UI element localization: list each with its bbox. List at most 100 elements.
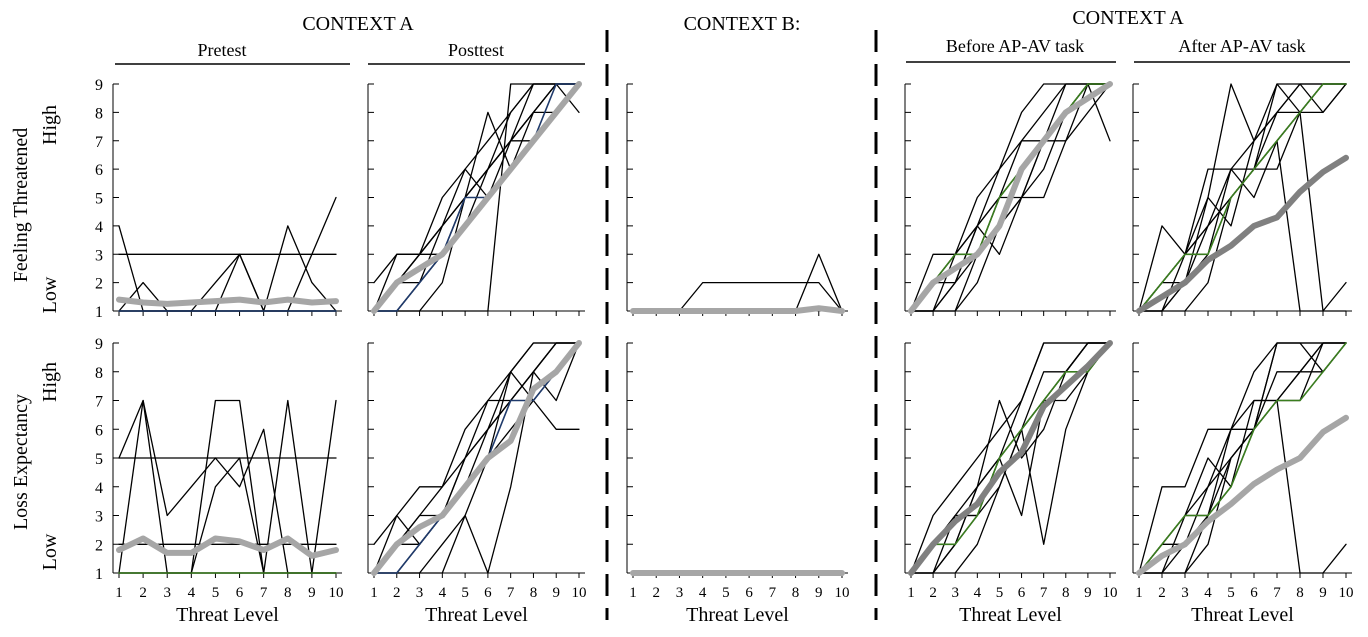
y-tick-label: 7 xyxy=(95,394,103,411)
x-tick-label: 8 xyxy=(284,585,292,601)
panel-3 xyxy=(626,83,848,316)
x-tick-label: 9 xyxy=(308,585,316,601)
x-tick-label: 2 xyxy=(139,585,147,601)
x-tick-label: 3 xyxy=(1181,585,1189,601)
individual-series-line xyxy=(373,342,580,574)
individual-series-line xyxy=(1138,83,1347,312)
bottom-high-label: High xyxy=(39,362,61,402)
x-tick-label: 9 xyxy=(552,585,560,601)
y-tick-label: 3 xyxy=(95,509,103,526)
x-tick-label: 7 xyxy=(507,585,515,601)
individual-series-line xyxy=(1138,111,1347,312)
mean-series-line xyxy=(371,340,582,576)
x-tick-label: 5 xyxy=(1227,585,1235,601)
x-tick-label: 4 xyxy=(699,585,707,601)
x-tick-label: 1 xyxy=(1135,585,1143,601)
panel-10: 1 2 3 4 5 6 7 8 9 10 Threat Level xyxy=(1132,342,1354,626)
x-axis-label: Threat Level xyxy=(1191,604,1294,626)
x-axis-label: Threat Level xyxy=(425,604,528,626)
individual-series-line xyxy=(910,342,1111,574)
x-tick-label: 10 xyxy=(572,585,587,601)
individual-series-line xyxy=(373,342,580,574)
bottom-low-label: Low xyxy=(39,533,61,570)
mean-series-line xyxy=(116,296,339,307)
x-tick-label: 8 xyxy=(1062,585,1070,601)
x-tick-label: 10 xyxy=(1103,585,1118,601)
x-tick-label: 4 xyxy=(974,585,982,601)
individual-series-line xyxy=(1138,83,1347,312)
x-tick-label: 8 xyxy=(530,585,538,601)
x-tick-label: 6 xyxy=(745,585,753,601)
before-task-label: Before AP-AV task xyxy=(946,36,1084,56)
x-tick-label: 2 xyxy=(1158,585,1166,601)
y-tick-label: 4 xyxy=(95,219,103,236)
panel-7: 1 2 3 4 5 6 7 8 9 10 Threat Level xyxy=(367,340,587,626)
individual-series-line xyxy=(1138,83,1347,312)
top-measure-label: Feeling Threatened xyxy=(10,128,32,283)
x-tick-label: 9 xyxy=(1319,585,1327,601)
x-tick-label: 9 xyxy=(815,585,823,601)
individual-series-line xyxy=(373,83,580,312)
x-tick-label: 7 xyxy=(1273,585,1281,601)
bottom-measure-label: Loss Expectancy xyxy=(10,394,32,530)
individual-series-line xyxy=(910,342,1111,574)
x-tick-label: 1 xyxy=(115,585,123,601)
individual-series-line xyxy=(1138,342,1347,574)
x-tick-label: 5 xyxy=(212,585,220,601)
mean-series-line xyxy=(908,340,1113,576)
panel-4 xyxy=(904,81,1116,316)
context-a-right-title: CONTEXT A xyxy=(1072,7,1184,29)
x-tick-label: 7 xyxy=(769,585,777,601)
y-tick-label: 6 xyxy=(95,422,103,439)
individual-series-line xyxy=(1138,342,1347,574)
individual-series-line xyxy=(1138,83,1347,312)
mean-series-line xyxy=(1136,154,1349,314)
individual-series-line xyxy=(1138,140,1347,312)
y-tick-label: 5 xyxy=(95,451,103,468)
y-tick-label: 6 xyxy=(95,162,103,179)
x-tick-label: 3 xyxy=(416,585,424,601)
individual-series-line xyxy=(1138,83,1347,312)
individual-series-line xyxy=(373,83,580,312)
mean-series-line xyxy=(1136,414,1349,576)
panel-1: 1 2 3 4 5 6 7 8 9 xyxy=(95,77,342,321)
y-tick-label: 8 xyxy=(95,105,103,122)
posttest-label: Posttest xyxy=(448,40,504,60)
y-tick-label: 1 xyxy=(95,304,103,321)
y-tick-label: 9 xyxy=(95,336,103,353)
y-tick-label: 9 xyxy=(95,77,103,94)
x-tick-label: 1 xyxy=(629,585,637,601)
panel-9: 1 2 3 4 5 6 7 8 9 10 Threat Level xyxy=(904,340,1118,626)
panel-2 xyxy=(367,81,585,316)
y-tick-label: 2 xyxy=(95,537,103,554)
x-tick-label: 7 xyxy=(260,585,268,601)
x-tick-label: 6 xyxy=(236,585,244,601)
mean-series-line xyxy=(630,305,845,314)
x-tick-label: 9 xyxy=(1084,585,1092,601)
x-axis-label: Threat Level xyxy=(176,604,279,626)
x-tick-label: 6 xyxy=(484,585,492,601)
y-tick-label: 4 xyxy=(95,480,103,497)
x-tick-label: 10 xyxy=(835,585,850,601)
individual-series-line xyxy=(118,281,337,312)
x-tick-label: 5 xyxy=(722,585,730,601)
x-tick-label: 5 xyxy=(461,585,469,601)
panel-8: 1 2 3 4 5 6 7 8 9 10 Threat Level xyxy=(626,342,850,626)
x-tick-label: 2 xyxy=(393,585,401,601)
x-tick-label: 10 xyxy=(1339,585,1354,601)
mean-series-line xyxy=(908,81,1113,314)
y-tick-label: 7 xyxy=(95,134,103,151)
x-tick-label: 5 xyxy=(996,585,1004,601)
x-axis-label: Threat Level xyxy=(959,604,1062,626)
top-low-label: Low xyxy=(39,276,61,313)
x-axis-label: Threat Level xyxy=(686,604,789,626)
panel-5 xyxy=(1132,83,1352,316)
x-tick-label: 2 xyxy=(929,585,937,601)
x-tick-label: 3 xyxy=(163,585,171,601)
mean-series-line xyxy=(371,81,582,314)
individual-series-line xyxy=(1138,83,1347,312)
x-tick-label: 3 xyxy=(676,585,684,601)
x-tick-label: 6 xyxy=(1250,585,1258,601)
individual-series-line xyxy=(910,83,1111,312)
